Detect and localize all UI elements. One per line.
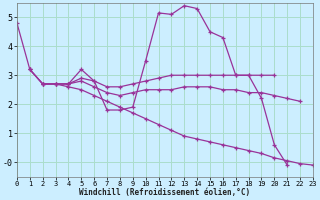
X-axis label: Windchill (Refroidissement éolien,°C): Windchill (Refroidissement éolien,°C) — [79, 188, 251, 197]
